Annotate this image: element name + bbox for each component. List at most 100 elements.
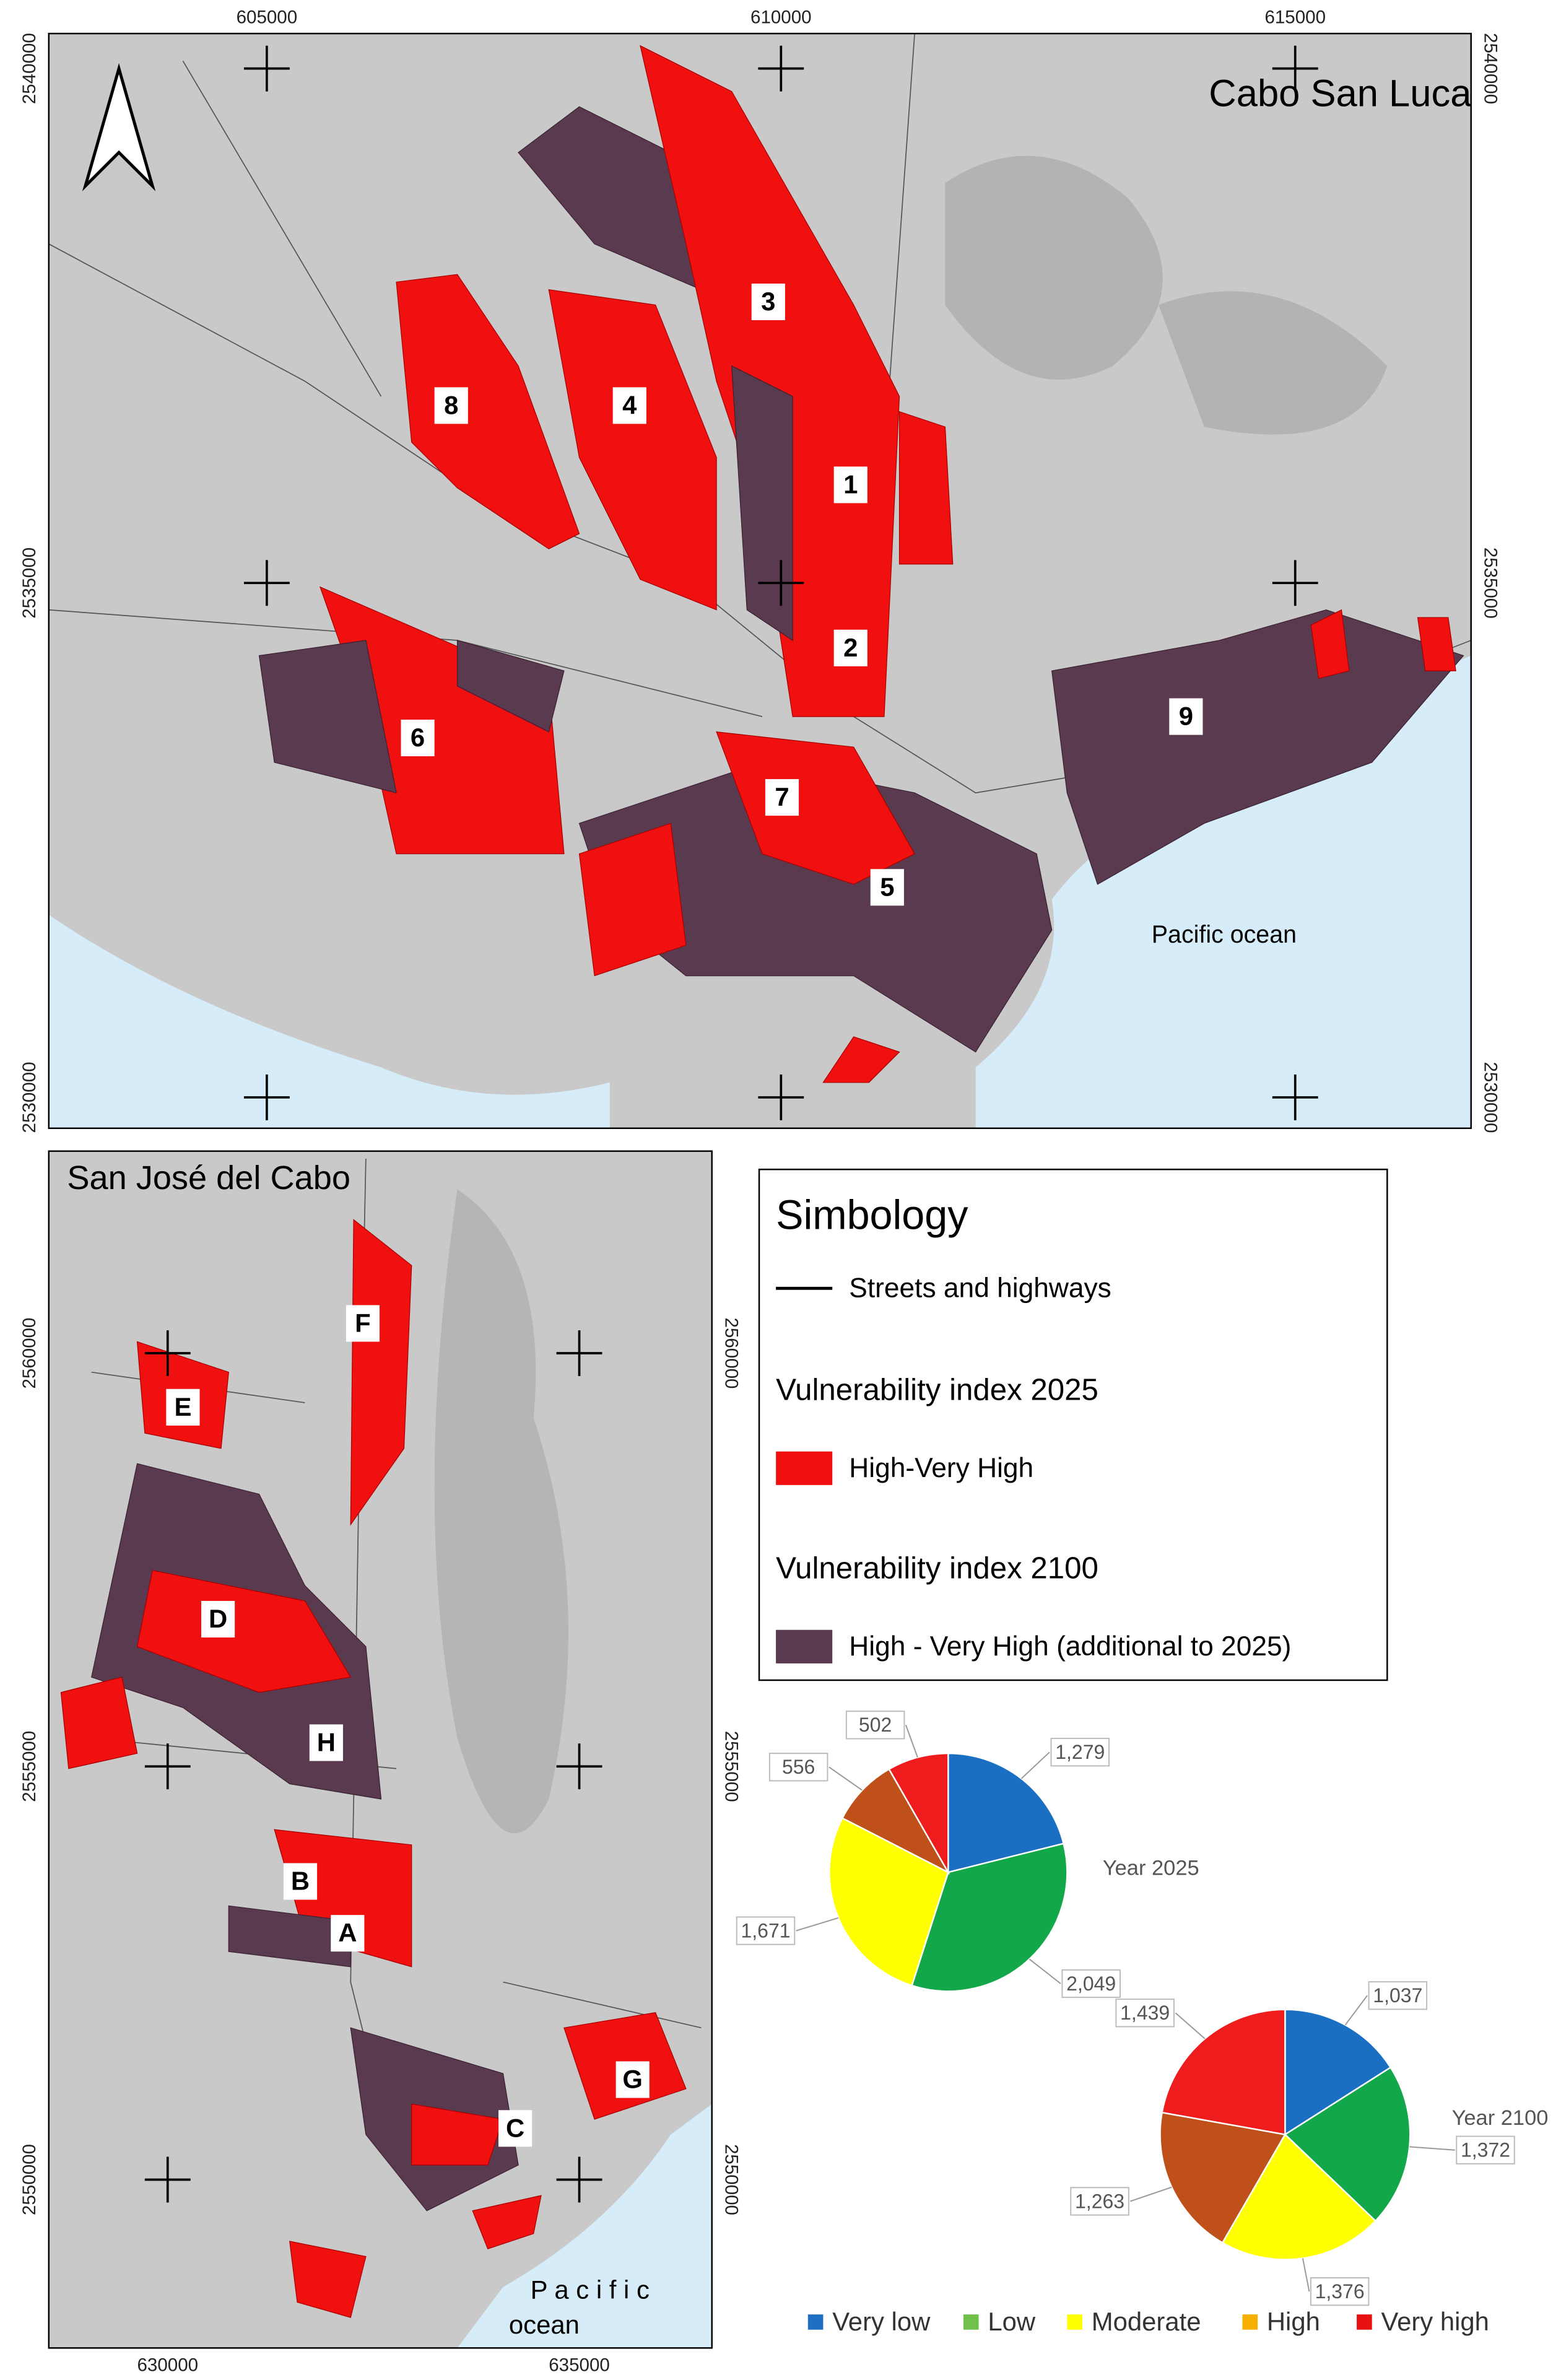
y-tick-label: 2535000	[19, 547, 40, 619]
area-label-box	[615, 2061, 650, 2098]
y-tick-label: 2550000	[721, 2144, 741, 2215]
x-tick-label: 610000	[750, 7, 812, 27]
area-label-box	[1169, 698, 1203, 735]
legend-swatch	[776, 1629, 833, 1663]
grid-cross	[1272, 45, 1318, 92]
y-tick-label: 2530000	[1480, 1061, 1500, 1133]
pie-slice	[828, 1817, 949, 1987]
legend-item: Streets and highways	[849, 1273, 1111, 1303]
area-label: C	[506, 2113, 524, 2142]
area-label: D	[209, 1604, 227, 1633]
leader-line	[905, 1724, 918, 1758]
pie-slice	[888, 1752, 949, 1875]
value-label-box	[1115, 1999, 1175, 2028]
pie-slice	[1284, 2066, 1411, 2222]
value-label-box	[845, 1711, 905, 1740]
legend-marker	[963, 2314, 979, 2330]
legend-label: High	[1267, 2307, 1320, 2336]
legend-marker	[1357, 2314, 1372, 2330]
area-label-box	[283, 1863, 318, 1900]
value-label-box	[1061, 1969, 1121, 1999]
north-arrow	[82, 63, 156, 191]
x-tick-label: 615000	[1264, 7, 1326, 27]
area-label: 3	[761, 287, 775, 316]
leader-line	[1302, 2258, 1310, 2292]
grid-cross	[556, 2156, 602, 2203]
map-san-jose-del-cabo: San José del Cabo P a c i f i c ocean	[48, 1151, 712, 2348]
legend-title: Simbology	[776, 1193, 968, 1239]
grid-cross	[144, 1330, 191, 1376]
map-cabo-san-lucas: Cabo San Lucas Pacific ocean	[48, 33, 1490, 1128]
area-label: B	[291, 1866, 310, 1895]
value-label-box	[1456, 2135, 1515, 2164]
map-frame	[48, 32, 1472, 1130]
value-label: 1,372	[1461, 2139, 1510, 2161]
leader-line	[1344, 1995, 1368, 2026]
area-label-box	[401, 720, 435, 757]
value-label: 502	[859, 1714, 892, 1736]
y-tick-label: 2555000	[721, 1731, 741, 1802]
area-label: 9	[1179, 702, 1193, 731]
symbology: Simbology Streets and highways Vulnerabi…	[758, 1169, 1388, 1681]
map-frame	[48, 1150, 713, 2349]
area-label-box	[833, 466, 867, 503]
area-label: E	[174, 1392, 191, 1421]
map-title: San José del Cabo	[67, 1159, 350, 1197]
grid-cross	[243, 560, 290, 606]
grid-cross	[1272, 1074, 1318, 1120]
legend-label: Low	[988, 2307, 1036, 2336]
leader-line	[1020, 1751, 1050, 1779]
value-label: 1,671	[741, 1919, 790, 1942]
pie-slice	[1159, 2111, 1287, 2244]
value-label: 1,439	[1120, 2002, 1170, 2024]
area-label-box	[309, 1724, 343, 1761]
area-label: 8	[444, 390, 458, 419]
area-label: A	[338, 1918, 357, 1947]
pie-title: Year 2100	[1452, 2106, 1549, 2130]
y-tick-label: 2555000	[19, 1731, 40, 1802]
value-label: 1,279	[1055, 1741, 1105, 1763]
map-title: Cabo San Lucas	[1209, 72, 1490, 115]
value-label-box	[1368, 1981, 1428, 2010]
area-label: 6	[411, 723, 425, 752]
legend-marker	[1242, 2314, 1258, 2330]
area-label-box	[498, 2110, 533, 2147]
grid-cross	[556, 1330, 602, 1376]
ocean-label: Pacific ocean	[1152, 921, 1297, 948]
legend-heading: Vulnerability index 2100	[776, 1551, 1098, 1585]
value-label-box	[1050, 1738, 1110, 1767]
y-tick-label: 2530000	[19, 1061, 40, 1133]
area-label-box	[346, 1305, 380, 1342]
leader-line	[1175, 2012, 1206, 2039]
legend-heading: Vulnerability index 2025	[776, 1373, 1098, 1407]
area-label: H	[317, 1727, 336, 1756]
x-tick-label: 630000	[137, 2355, 199, 2376]
pie-slice	[947, 1752, 1065, 1873]
area-label: G	[622, 2065, 643, 2094]
grid-cross	[758, 1074, 804, 1120]
y-tick-label: 2550000	[19, 2144, 40, 2215]
x-tick-label: 635000	[549, 2355, 610, 2376]
ocean-label: P a c i f i c	[531, 2275, 650, 2304]
y-tick-label: 2560000	[721, 1318, 741, 1389]
legend-label: Moderate	[1092, 2307, 1201, 2336]
legend-item: High-Very High	[849, 1453, 1033, 1483]
grid-cross	[243, 1074, 290, 1120]
area-label: 4	[622, 390, 637, 419]
legend-label: Very high	[1381, 2307, 1489, 2336]
legend-item: High - Very High (additional to 2025)	[849, 1631, 1291, 1662]
value-label: 1,263	[1075, 2190, 1124, 2212]
pie-slice	[1161, 2008, 1286, 2136]
leader-line	[828, 1766, 863, 1791]
legend-label: Very low	[832, 2307, 931, 2336]
y-tick-label: 2535000	[1480, 547, 1500, 619]
leader-line	[1409, 2146, 1455, 2151]
value-label-box	[1310, 2277, 1370, 2306]
value-label: 1,037	[1373, 1984, 1422, 2007]
grid-cross	[144, 2156, 191, 2203]
grid-cross	[758, 45, 804, 92]
leader-line	[1028, 1958, 1061, 1984]
area-label-box	[166, 1388, 200, 1426]
area-label: 1	[843, 469, 858, 499]
pie-title: Year 2025	[1103, 1856, 1199, 1880]
